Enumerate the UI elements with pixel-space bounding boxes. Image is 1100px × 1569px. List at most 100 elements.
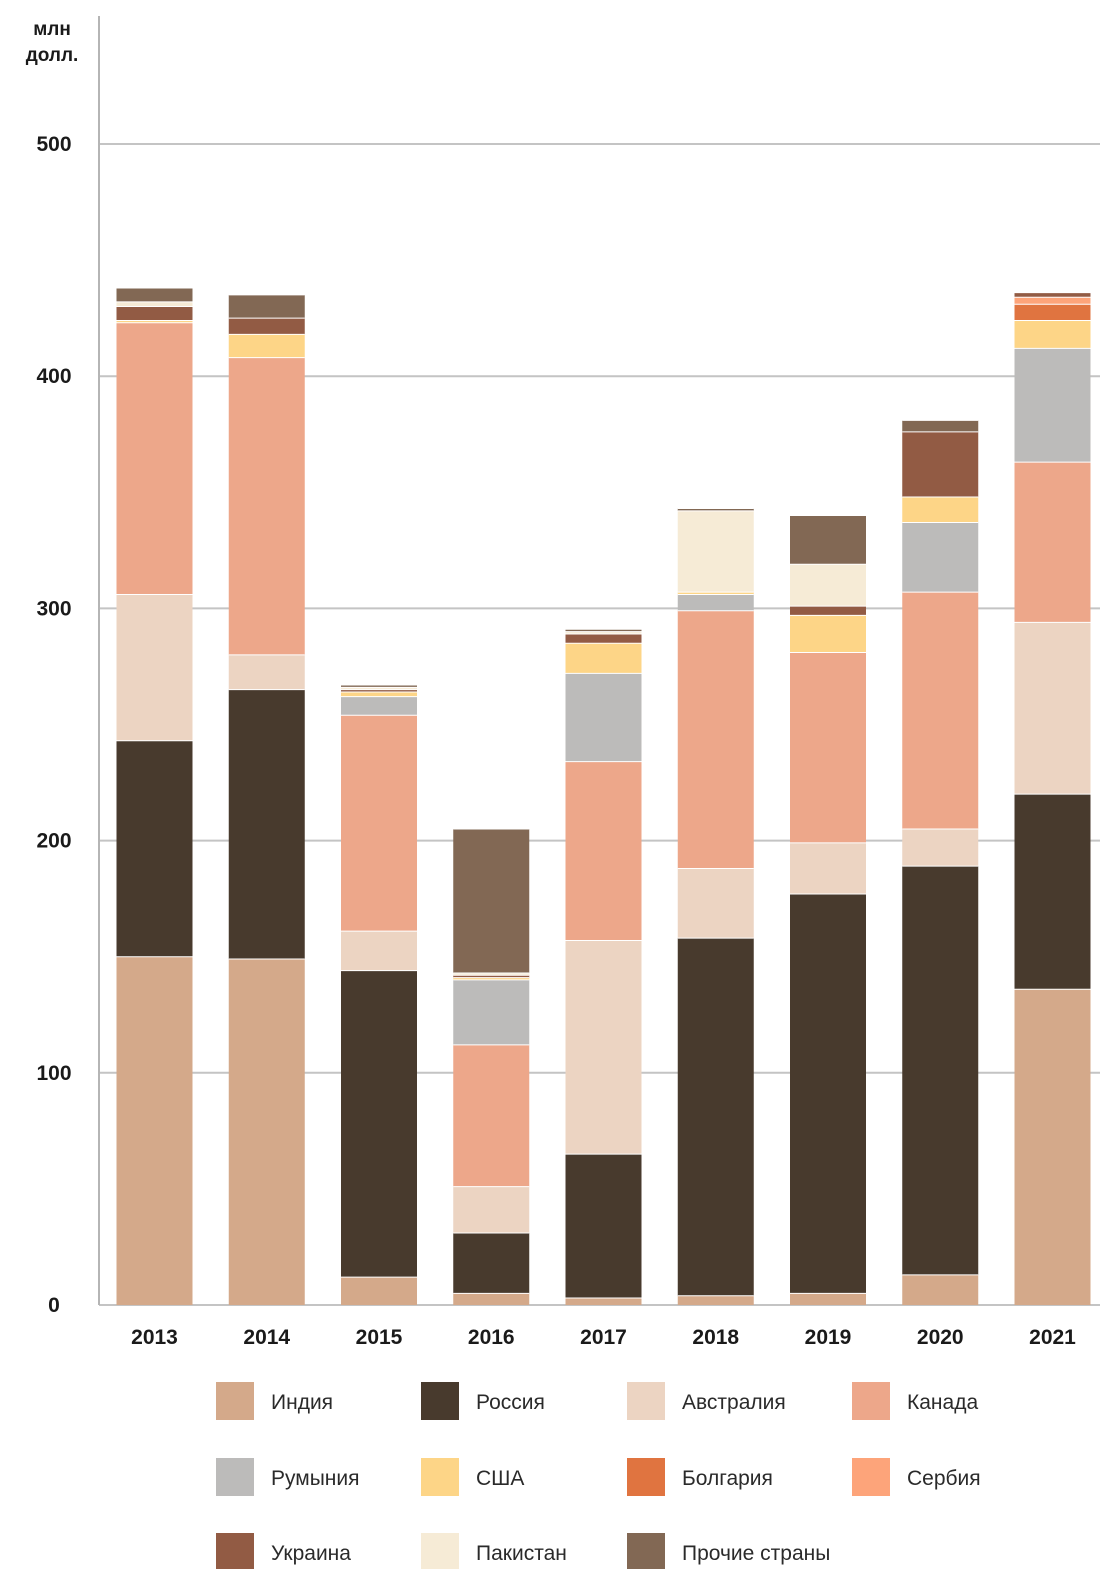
- bar-segment-2015-2: [341, 931, 417, 971]
- legend-item: Прочие страны: [627, 1533, 830, 1569]
- bar-segment-2020-3: [902, 592, 979, 829]
- bar-segment-2013-9: [116, 301, 193, 307]
- bar-segment-2014-0: [228, 959, 305, 1305]
- bar-segment-2013-5: [116, 320, 193, 323]
- legend-label: Австралия: [682, 1391, 786, 1414]
- bar-segment-2019-8: [790, 606, 866, 616]
- bar-segment-2021-6: [1014, 304, 1091, 321]
- legend-label: Пакистан: [476, 1542, 567, 1565]
- bar-segment-2018-2: [677, 868, 754, 939]
- bar-segment-2013-10: [116, 287, 193, 302]
- bar-segment-2018-5: [677, 592, 754, 595]
- bar-stack-2014: [228, 294, 305, 1305]
- bar-segment-2019-1: [790, 894, 866, 1294]
- bar-segment-2017-2: [565, 940, 642, 1155]
- bar-segment-2016-2: [453, 1186, 530, 1234]
- y-tick-label: 0: [48, 1294, 60, 1317]
- legend-swatch: [627, 1458, 665, 1496]
- x-tick-label: 2018: [692, 1326, 739, 1349]
- bar-segment-2021-1: [1014, 794, 1091, 990]
- legend-item: Россия: [421, 1382, 545, 1420]
- bar-segment-2013-2: [116, 594, 193, 741]
- bar-segment-2015-8: [341, 689, 417, 692]
- bar-segment-2013-3: [116, 322, 193, 595]
- bar-segment-2020-8: [902, 431, 979, 497]
- bar-segment-2020-2: [902, 828, 979, 867]
- bar-segment-2021-0: [1014, 989, 1091, 1305]
- bar-segment-2014-1: [228, 689, 305, 960]
- bar-segment-2020-4: [902, 522, 979, 593]
- bar-segment-2016-0: [453, 1293, 530, 1305]
- legend-label: Украина: [271, 1542, 351, 1565]
- bar-segment-2014-3: [228, 357, 305, 655]
- legend-item: Румыния: [216, 1458, 360, 1496]
- bar-segment-2016-10: [453, 828, 530, 973]
- bar-segment-2014-5: [228, 334, 305, 358]
- legend-item: Индия: [216, 1382, 333, 1420]
- bar-segment-2021-7: [1014, 297, 1091, 305]
- legend-label: США: [476, 1467, 524, 1490]
- y-tick-label: 300: [36, 597, 71, 620]
- legend-swatch: [421, 1533, 459, 1569]
- legend-swatch: [216, 1533, 254, 1569]
- bar-segment-2019-5: [790, 615, 866, 653]
- bar-segment-2017-0: [565, 1298, 642, 1305]
- x-tick-label: 2019: [805, 1326, 852, 1349]
- legend-item: Пакистан: [421, 1533, 567, 1569]
- bar-segment-2018-10: [677, 508, 754, 511]
- bar-segment-2019-9: [790, 564, 866, 607]
- bar-segment-2019-3: [790, 652, 866, 843]
- legend-item: Украина: [216, 1533, 351, 1569]
- legend-label: Румыния: [271, 1467, 360, 1490]
- y-unit-label-line1: млн: [33, 19, 71, 40]
- legend: Индия Россия Австралия Канада Румыния США Болг…: [216, 1382, 981, 1569]
- x-tick-label: 2013: [131, 1326, 178, 1349]
- bar-segment-2016-8: [453, 975, 530, 978]
- bar-segment-2016-3: [453, 1044, 530, 1187]
- bar-segment-2020-10: [902, 420, 979, 432]
- legend-label: Россия: [476, 1391, 545, 1414]
- x-tick-label: 2014: [243, 1326, 290, 1349]
- x-tick-label: 2020: [917, 1326, 964, 1349]
- bar-segment-2015-1: [341, 970, 417, 1278]
- legend-swatch: [421, 1458, 459, 1496]
- legend-item: США: [421, 1458, 524, 1496]
- bar-segment-2017-9: [565, 631, 642, 634]
- legend-item: Сербия: [852, 1458, 981, 1496]
- legend-item: Болгария: [627, 1458, 773, 1496]
- bar-segment-2021-4: [1014, 348, 1091, 463]
- bar-segment-2021-2: [1014, 622, 1091, 795]
- x-tick-label: 2021: [1029, 1326, 1076, 1349]
- bar-segment-2017-8: [565, 633, 642, 644]
- bar-stack-2021: [1014, 292, 1091, 1305]
- bar-segment-2017-4: [565, 673, 642, 762]
- x-tick-label: 2015: [356, 1326, 403, 1349]
- bar-segment-2018-9: [677, 510, 754, 593]
- bar-stack-2017: [565, 628, 642, 1305]
- bar-segment-2013-1: [116, 740, 193, 957]
- y-tick-label: 500: [36, 133, 71, 156]
- y-unit-label: млн долл.: [26, 19, 79, 66]
- x-tick-label: 2017: [580, 1326, 627, 1349]
- bar-segment-2016-1: [453, 1233, 530, 1294]
- bar-segment-2013-0: [116, 956, 193, 1305]
- bar-stack-2018: [677, 508, 754, 1305]
- bar-segment-2019-0: [790, 1293, 866, 1305]
- bar-segment-2018-0: [677, 1295, 754, 1305]
- bar-segment-2017-10: [565, 629, 642, 632]
- bar-segment-2019-2: [790, 842, 866, 895]
- bar-segment-2017-5: [565, 643, 642, 674]
- bar-segment-2015-9: [341, 687, 417, 690]
- bar-segment-2015-3: [341, 715, 417, 932]
- legend-label: Канада: [907, 1391, 978, 1414]
- bar-segment-2021-3: [1014, 462, 1091, 623]
- legend-swatch: [627, 1382, 665, 1420]
- bar-segment-2019-10: [790, 515, 866, 565]
- legend-item: Австралия: [627, 1382, 786, 1420]
- legend-swatch: [852, 1458, 890, 1496]
- bar-segment-2013-8: [116, 306, 193, 321]
- bar-segment-2017-1: [565, 1154, 642, 1299]
- bar-segment-2015-5: [341, 691, 417, 697]
- legend-swatch: [852, 1382, 890, 1420]
